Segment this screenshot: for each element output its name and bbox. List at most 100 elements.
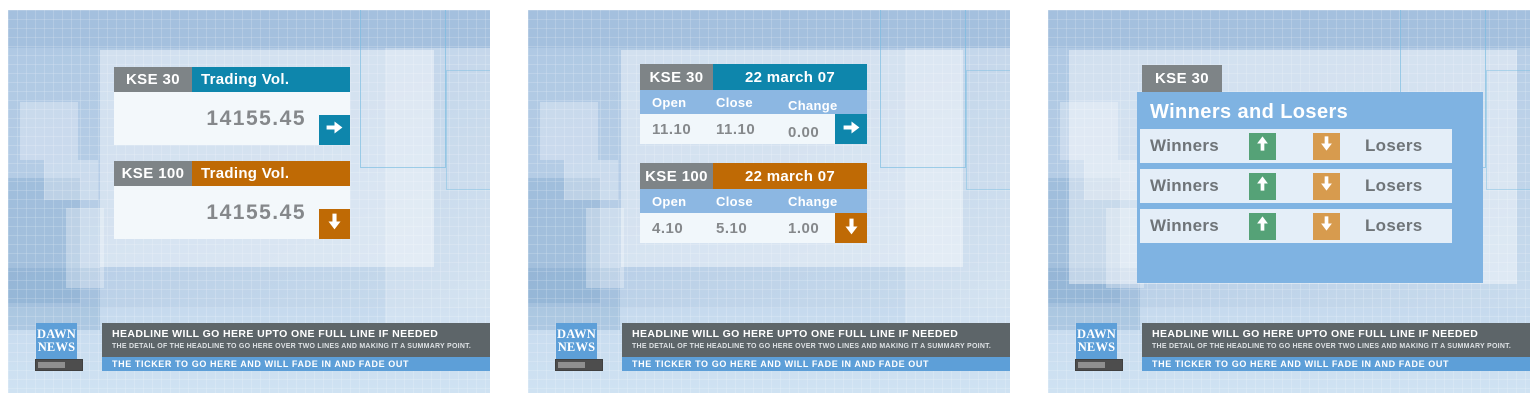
change-value: 0.00 bbox=[788, 123, 820, 141]
trend-right-arrow-button[interactable] bbox=[835, 114, 867, 144]
index-label: KSE 30 bbox=[114, 67, 192, 92]
winner-label: Winners bbox=[1150, 216, 1220, 235]
up-arrow-icon bbox=[1254, 135, 1271, 157]
loser-down-arrow-button[interactable] bbox=[1313, 212, 1340, 240]
background-light-strip bbox=[385, 48, 490, 348]
winner-up-arrow-button[interactable] bbox=[1249, 172, 1276, 200]
card-title: Trading Vol. bbox=[192, 161, 350, 186]
logo-progress-bar bbox=[1075, 359, 1123, 371]
loser-label: Losers bbox=[1365, 136, 1423, 155]
winner-up-arrow-button[interactable] bbox=[1249, 132, 1276, 160]
panel-winners-losers: KSE 30 Winners and Losers Winners bbox=[1048, 10, 1530, 393]
dawn-news-logo: DAWN NEWS bbox=[36, 323, 77, 359]
map-mosaic-texture bbox=[8, 268, 100, 330]
winners-losers-panel: Winners and Losers Winners Losers bbox=[1137, 92, 1483, 283]
winner-label: Winners bbox=[1150, 176, 1220, 195]
ticker-bar: THE TICKER TO GO HERE AND WILL FADE IN A… bbox=[1142, 357, 1530, 371]
logo-progress-bar bbox=[35, 359, 83, 371]
index-label: KSE 100 bbox=[114, 161, 192, 186]
logo-text-line: DAWN bbox=[1077, 326, 1116, 341]
headline-bar: HEADLINE WILL GO HERE UPTO ONE FULL LINE… bbox=[1142, 323, 1530, 357]
map-mosaic-texture bbox=[66, 208, 104, 288]
map-mosaic-texture bbox=[1048, 268, 1140, 330]
headline-text: HEADLINE WILL GO HERE UPTO ONE FULL LINE… bbox=[1152, 328, 1479, 340]
column-header-row: Open Close Change bbox=[640, 189, 867, 213]
quote-value-row: 4.10 5.10 1.00 bbox=[640, 213, 867, 243]
quote-value-row: 11.10 11.10 0.00 bbox=[640, 114, 867, 144]
card-title: Trading Vol. bbox=[192, 67, 350, 92]
down-arrow-icon bbox=[1318, 215, 1335, 237]
decorative-outline bbox=[360, 10, 446, 168]
loser-label: Losers bbox=[1365, 216, 1423, 235]
open-value: 11.10 bbox=[652, 120, 692, 138]
logo-text-line: DAWN bbox=[557, 326, 596, 341]
map-mosaic-texture bbox=[20, 102, 78, 160]
right-arrow-icon bbox=[842, 118, 861, 141]
kse30-trading-vol-card: KSE 30 Trading Vol. 14155.45 bbox=[114, 67, 350, 145]
column-open: Open bbox=[652, 193, 687, 209]
close-value: 5.10 bbox=[716, 219, 748, 237]
column-close: Close bbox=[716, 94, 753, 110]
headline-bar: HEADLINE WILL GO HERE UPTO ONE FULL LINE… bbox=[622, 323, 1010, 357]
dawn-news-logo: DAWN NEWS bbox=[1076, 323, 1117, 359]
down-arrow-icon bbox=[1318, 135, 1335, 157]
column-header-row: Open Close Change bbox=[640, 90, 867, 114]
trading-volume-value: 14155.45 bbox=[206, 107, 306, 130]
open-value: 4.10 bbox=[652, 219, 684, 237]
map-mosaic-texture bbox=[1048, 178, 1120, 303]
loser-label: Losers bbox=[1365, 176, 1423, 195]
map-mosaic-texture bbox=[528, 178, 600, 303]
decorative-outline bbox=[1486, 70, 1530, 190]
kse100-quote-table: KSE 100 22 march 07 Open Close Change 4.… bbox=[640, 163, 867, 243]
column-open: Open bbox=[652, 94, 687, 110]
winners-losers-row: Winners Losers bbox=[1140, 169, 1452, 203]
winners-losers-row: Winners Losers bbox=[1140, 129, 1452, 163]
panel-open-close-change: KSE 30 22 march 07 Open Close Change 11.… bbox=[528, 10, 1010, 393]
down-arrow-icon bbox=[1318, 175, 1335, 197]
headline-text: HEADLINE WILL GO HERE UPTO ONE FULL LINE… bbox=[112, 328, 439, 340]
background-top-band bbox=[8, 10, 490, 48]
index-label: KSE 30 bbox=[640, 64, 713, 90]
ticker-bar: THE TICKER TO GO HERE AND WILL FADE IN A… bbox=[102, 357, 490, 371]
index-label: KSE 100 bbox=[640, 163, 713, 189]
loser-down-arrow-button[interactable] bbox=[1313, 132, 1340, 160]
background-top-band bbox=[1048, 10, 1530, 48]
loser-down-arrow-button[interactable] bbox=[1313, 172, 1340, 200]
logo-text-line: NEWS bbox=[1077, 340, 1116, 354]
trend-right-arrow-button[interactable] bbox=[319, 115, 350, 145]
decorative-outline bbox=[966, 70, 1010, 190]
logo-progress-bar bbox=[555, 359, 603, 371]
column-close: Close bbox=[716, 193, 753, 209]
background-top-band bbox=[528, 10, 1010, 48]
quote-date: 22 march 07 bbox=[713, 163, 867, 189]
headline-detail-text: THE DETAIL OF THE HEADLINE TO GO HERE OV… bbox=[1152, 343, 1512, 350]
map-mosaic-texture bbox=[564, 160, 618, 200]
dawn-news-logo: DAWN NEWS bbox=[556, 323, 597, 359]
logo-progress-fill bbox=[1078, 362, 1105, 368]
headline-bar: HEADLINE WILL GO HERE UPTO ONE FULL LINE… bbox=[102, 323, 490, 357]
index-label: KSE 30 bbox=[1142, 65, 1222, 92]
trend-down-arrow-button[interactable] bbox=[835, 213, 867, 243]
background-light-strip bbox=[905, 48, 1010, 348]
decorative-outline bbox=[880, 10, 966, 168]
logo-text-line: DAWN bbox=[37, 326, 76, 341]
map-mosaic-texture bbox=[540, 102, 598, 160]
map-mosaic-texture bbox=[44, 160, 98, 200]
up-arrow-icon bbox=[1254, 175, 1271, 197]
ticker-bar: THE TICKER TO GO HERE AND WILL FADE IN A… bbox=[622, 357, 1010, 371]
map-mosaic-texture bbox=[586, 208, 624, 288]
right-arrow-icon bbox=[325, 118, 344, 142]
winners-losers-row: Winners Losers bbox=[1140, 209, 1452, 243]
headline-text: HEADLINE WILL GO HERE UPTO ONE FULL LINE… bbox=[632, 328, 959, 340]
down-arrow-icon bbox=[325, 212, 344, 236]
trend-down-arrow-button[interactable] bbox=[319, 209, 350, 239]
winner-label: Winners bbox=[1150, 136, 1220, 155]
decorative-outline bbox=[446, 70, 490, 190]
close-value: 11.10 bbox=[716, 120, 756, 138]
winner-up-arrow-button[interactable] bbox=[1249, 212, 1276, 240]
logo-progress-fill bbox=[38, 362, 65, 368]
map-mosaic-texture bbox=[8, 178, 80, 303]
kse30-quote-table: KSE 30 22 march 07 Open Close Change 11.… bbox=[640, 64, 867, 144]
logo-text-line: NEWS bbox=[37, 340, 76, 354]
